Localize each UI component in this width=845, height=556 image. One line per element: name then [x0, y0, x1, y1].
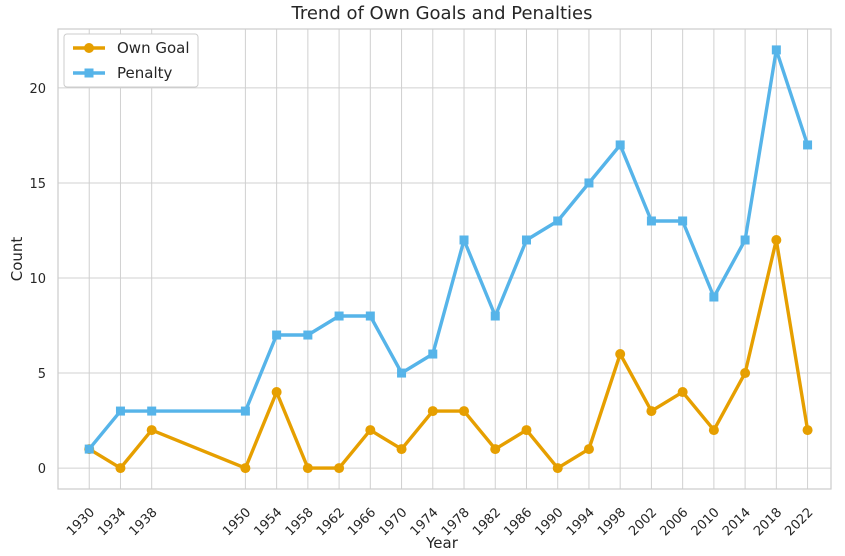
data-point	[771, 45, 781, 55]
y-tick-labels: 0 5 10 15 20	[29, 82, 46, 477]
data-point	[84, 444, 94, 454]
data-point	[146, 425, 157, 436]
data-point	[147, 406, 157, 416]
data-point	[802, 425, 813, 436]
grid	[58, 29, 831, 489]
data-point	[397, 368, 407, 378]
legend-label: Penalty	[117, 64, 172, 82]
data-point	[365, 311, 375, 321]
data-point	[427, 406, 438, 417]
y-tick-label: 15	[29, 177, 46, 192]
series-line	[87, 48, 810, 451]
data-point	[365, 425, 376, 436]
data-point	[272, 330, 282, 340]
data-point	[708, 425, 719, 436]
x-tick-label: 2010	[689, 505, 723, 539]
legend: Own Goal Penalty	[63, 33, 199, 88]
data-point	[396, 444, 407, 455]
x-axis-label: Year	[425, 534, 459, 552]
data-point	[584, 178, 594, 188]
data-point	[553, 216, 563, 226]
data-point	[334, 463, 345, 474]
series-line	[87, 238, 810, 470]
data-point	[521, 425, 532, 436]
data-point	[771, 234, 782, 245]
x-tick-label: 1938	[127, 505, 161, 539]
legend-marker	[84, 68, 94, 78]
data-point	[803, 140, 813, 150]
x-tick-label: 1930	[64, 505, 98, 539]
x-tick-label: 1966	[345, 505, 379, 539]
y-tick-label: 10	[29, 272, 46, 287]
data-point	[240, 406, 250, 416]
data-point	[678, 216, 688, 226]
series-1	[84, 45, 813, 454]
data-point	[302, 463, 313, 474]
x-tick-label: 1962	[314, 505, 348, 539]
x-tick-label: 1990	[533, 505, 567, 539]
data-point	[271, 387, 282, 398]
series-layer	[84, 45, 813, 474]
x-tick-label: 1994	[564, 505, 598, 539]
plot-frame	[57, 28, 832, 490]
data-point	[490, 444, 501, 455]
x-tick-label: 2018	[751, 505, 785, 539]
x-tick-label: 1970	[376, 505, 410, 539]
y-axis-label: Count	[8, 237, 26, 282]
x-tick-label: 1986	[501, 505, 535, 539]
data-point	[490, 311, 500, 321]
series-0	[84, 234, 813, 474]
data-point	[709, 292, 719, 302]
data-point	[521, 235, 531, 245]
data-point	[459, 406, 470, 417]
data-point	[459, 235, 469, 245]
data-point	[615, 349, 626, 360]
data-point	[615, 140, 625, 150]
data-point	[677, 387, 688, 398]
x-tick-label: 1954	[251, 505, 285, 539]
legend-marker	[84, 43, 94, 53]
data-point	[646, 406, 657, 417]
x-tick-label: 1998	[595, 505, 629, 539]
x-tick-label: 1950	[220, 505, 254, 539]
x-tick-label: 1958	[283, 505, 317, 539]
x-tick-label: 1934	[95, 505, 129, 539]
x-tick-label: 2002	[626, 505, 660, 539]
x-tick-label: 1982	[470, 505, 504, 539]
chart-title: Trend of Own Goals and Penalties	[291, 3, 593, 24]
data-point	[115, 463, 126, 474]
x-tick-label: 2006	[657, 505, 691, 539]
data-point	[740, 235, 750, 245]
y-tick-label: 20	[29, 82, 46, 97]
data-point	[552, 463, 563, 474]
data-point	[646, 216, 656, 226]
legend-label: Own Goal	[117, 39, 190, 57]
x-tick-label: 2022	[782, 505, 816, 539]
data-point	[303, 330, 313, 340]
data-point	[740, 368, 751, 379]
data-point	[583, 444, 594, 455]
y-tick-label: 0	[38, 462, 46, 477]
data-point	[334, 311, 344, 321]
x-tick-label: 2014	[720, 505, 754, 539]
data-point	[240, 463, 251, 474]
y-tick-label: 5	[38, 367, 46, 382]
data-point	[115, 406, 125, 416]
data-point	[428, 349, 438, 359]
